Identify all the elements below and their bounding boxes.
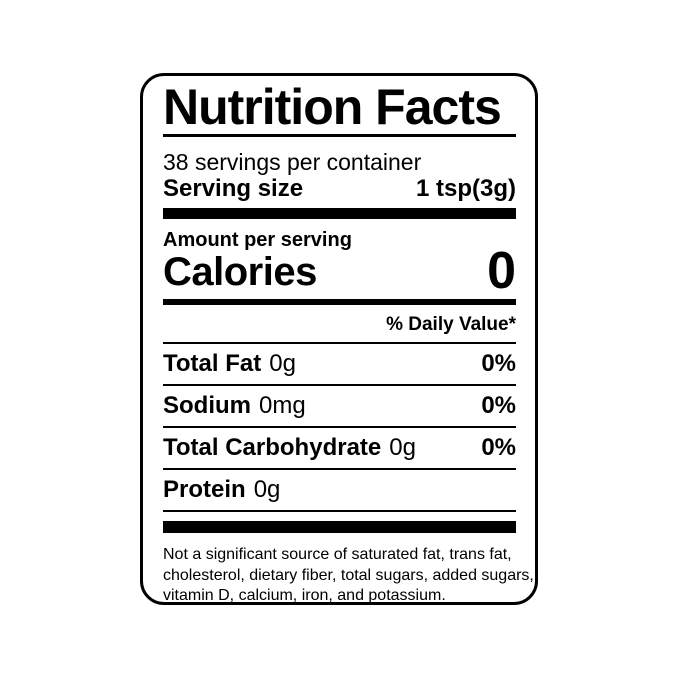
nutrient-left: Total Carbohydrate 0g xyxy=(163,435,416,461)
calories-value: 0 xyxy=(487,242,516,300)
nutrient-name: Total Carbohydrate xyxy=(163,434,382,461)
nutrient-amount: 0g xyxy=(389,434,416,461)
serving-size-row: Serving size 1 tsp(3g) xyxy=(163,176,516,201)
nutrient-name: Protein xyxy=(163,476,246,503)
nutrient-daily-value: 0% xyxy=(481,392,516,419)
daily-value-header: % Daily Value* xyxy=(163,315,516,344)
nutrient-amount: 0g xyxy=(269,350,296,377)
thick-divider-bottom xyxy=(163,521,516,533)
nutrient-row-total-carbohydrate: Total Carbohydrate 0g 0% xyxy=(163,428,516,470)
footnote-line: Not a significant source of saturated fa… xyxy=(163,546,512,563)
title-divider xyxy=(163,134,516,137)
nutrient-left: Protein 0g xyxy=(163,477,280,503)
nutrient-daily-value: 0% xyxy=(481,350,516,377)
nutrient-left: Total Fat 0g xyxy=(163,351,296,377)
nutrient-daily-value: 0% xyxy=(481,434,516,461)
nutrient-row-sodium: Sodium 0mg 0% xyxy=(163,386,516,428)
nutrient-amount: 0g xyxy=(253,476,281,503)
label-title: Nutrition Facts xyxy=(163,79,502,135)
thick-divider-top xyxy=(163,208,516,219)
nutrient-name: Total Fat xyxy=(163,350,262,377)
nutrient-left: Sodium 0mg xyxy=(163,393,306,419)
footnote-line: cholesterol, dietary fiber, total sugars… xyxy=(163,566,534,584)
serving-size-label: Serving size xyxy=(163,175,304,202)
nutrient-name: Sodium xyxy=(163,392,251,419)
nutrient-row-protein: Protein 0g xyxy=(163,470,516,512)
calories-label: Calories xyxy=(163,250,317,294)
amount-per-serving-label: Amount per serving xyxy=(163,229,352,251)
serving-size-value: 1 tsp(3g) xyxy=(415,175,516,202)
nutrient-amount: 0mg xyxy=(259,392,306,419)
calories-divider xyxy=(163,299,516,305)
footnote: Not a significant source of saturated fa… xyxy=(163,545,534,604)
servings-per-container: 38 servings per container xyxy=(163,149,422,175)
footnote-line: vitamin D, calcium, iron, and potassium. xyxy=(163,587,446,604)
nutrient-row-total-fat: Total Fat 0g 0% xyxy=(163,344,516,386)
calories-row: Calories 0 xyxy=(163,242,516,300)
nutrition-facts-label: Nutrition Facts 38 servings per containe… xyxy=(140,73,538,605)
